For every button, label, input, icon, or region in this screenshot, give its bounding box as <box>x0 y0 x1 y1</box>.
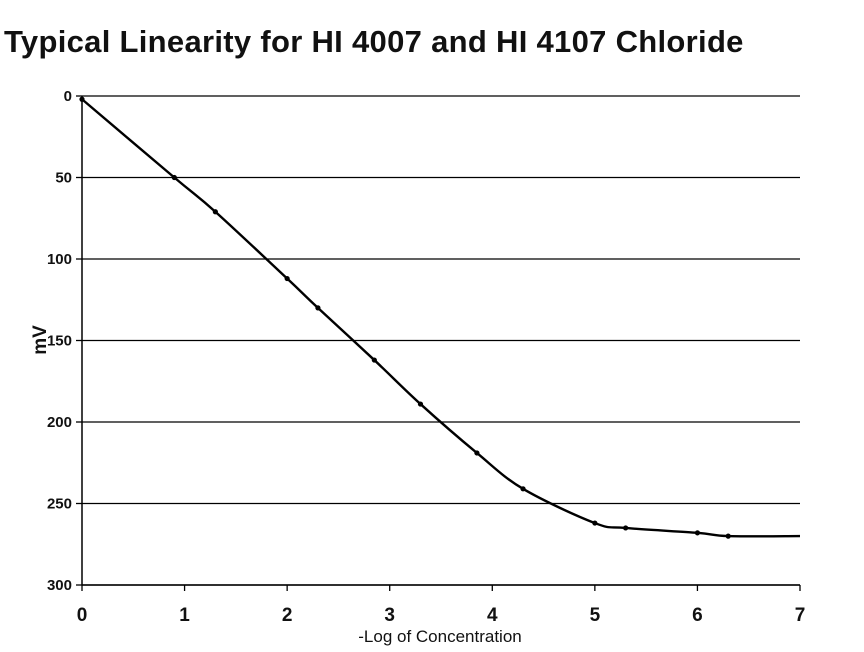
data-point <box>694 530 701 536</box>
x-tick-label: 2 <box>282 605 293 626</box>
data-point <box>417 401 424 407</box>
data-point <box>371 357 377 363</box>
x-tick-label: 0 <box>77 605 88 626</box>
data-point <box>212 209 218 215</box>
x-tick-label: 3 <box>384 605 395 626</box>
series-layer <box>79 96 801 539</box>
data-point <box>79 96 85 102</box>
y-tick-label: 50 <box>55 170 72 187</box>
y-tick-label: 0 <box>64 88 72 105</box>
data-point <box>520 486 526 492</box>
data-point <box>592 520 598 526</box>
x-tick-label: 4 <box>487 605 498 626</box>
grid-layer <box>82 95 800 586</box>
x-tick-label: 1 <box>179 605 190 626</box>
x-tick-label: 5 <box>590 605 601 626</box>
x-axis-label: -Log of Concentration <box>358 627 522 646</box>
x-tick-label: 7 <box>795 605 806 626</box>
data-point <box>284 275 290 282</box>
data-point <box>171 174 177 181</box>
data-point <box>315 305 321 311</box>
y-tick-label: 100 <box>47 251 72 268</box>
data-point <box>725 533 731 539</box>
axis-layer: 0 50 100 150 200 250 300 0 1 2 3 4 5 6 7 <box>47 88 805 626</box>
y-tick-label: 300 <box>47 577 72 594</box>
chart-title: Typical Linearity for HI 4007 and HI 410… <box>4 24 744 59</box>
x-tick-label: 6 <box>692 605 703 626</box>
y-tick-label: 200 <box>47 414 72 431</box>
y-axis-label: mV <box>30 325 51 355</box>
data-point <box>474 450 480 456</box>
y-tick-label: 250 <box>47 496 72 513</box>
y-tick-label: 150 <box>47 333 72 350</box>
data-point <box>623 525 629 531</box>
series-line <box>81 98 801 538</box>
